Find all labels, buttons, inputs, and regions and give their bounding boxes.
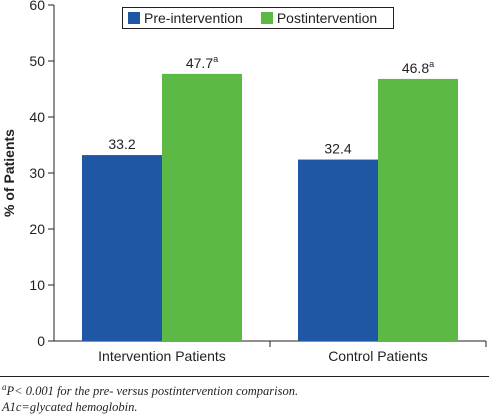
chart-area: 0 10 20 30 40 50 60 % of Patients 33.2 47.7a Inter… (1, 0, 487, 364)
bar-chart: 0 10 20 30 40 50 60 % of Patients 33.2 47.7a Inter… (1, 0, 487, 364)
y-tick-label-50: 50 (29, 53, 45, 69)
y-tick-label-10: 10 (29, 277, 45, 293)
legend-swatch-post (260, 12, 273, 24)
bar-pre-0 (82, 155, 162, 341)
y-tick-label-20: 20 (29, 221, 45, 237)
legend-item-pre: Pre-intervention (128, 10, 243, 26)
bar-pre-1 (298, 159, 378, 341)
legend: Pre-intervention Postintervention (122, 7, 394, 29)
data-label-pre-0: 33.2 (108, 136, 135, 152)
legend-swatch-pre (128, 12, 140, 24)
y-axis-label: % of Patients (1, 129, 17, 217)
data-label-superscript: a (213, 54, 218, 64)
y-tick-label-60: 60 (29, 0, 45, 13)
data-label-pre-1: 32.4 (324, 141, 351, 157)
data-label-superscript: a (429, 59, 434, 69)
legend-label-post: Postintervention (276, 10, 378, 26)
legend-label-pre: Pre-intervention (144, 10, 243, 26)
footnote-1-text: P< 0.001 for the pre- versus postinterve… (6, 384, 299, 399)
legend-item-post: Postintervention (260, 10, 378, 26)
data-label-post-0: 47.7a (186, 54, 218, 71)
category-label-0: Intervention Patients (98, 348, 226, 364)
y-tick-label-30: 30 (29, 165, 45, 181)
bar-post-1 (378, 78, 458, 342)
category-label-1: Control Patients (328, 348, 428, 364)
footnote-2: A1c=glycated hemoglobin. (2, 400, 138, 414)
footnote-divider (0, 376, 489, 377)
footnote-1: aP< 0.001 for the pre- versus postinterv… (2, 382, 298, 399)
data-label-post-1: 46.8a (402, 59, 434, 76)
bar-post-0 (162, 73, 242, 341)
y-tick-label-0: 0 (37, 333, 45, 349)
footnote-marker: a (2, 382, 7, 392)
y-tick-label-40: 40 (29, 109, 45, 125)
